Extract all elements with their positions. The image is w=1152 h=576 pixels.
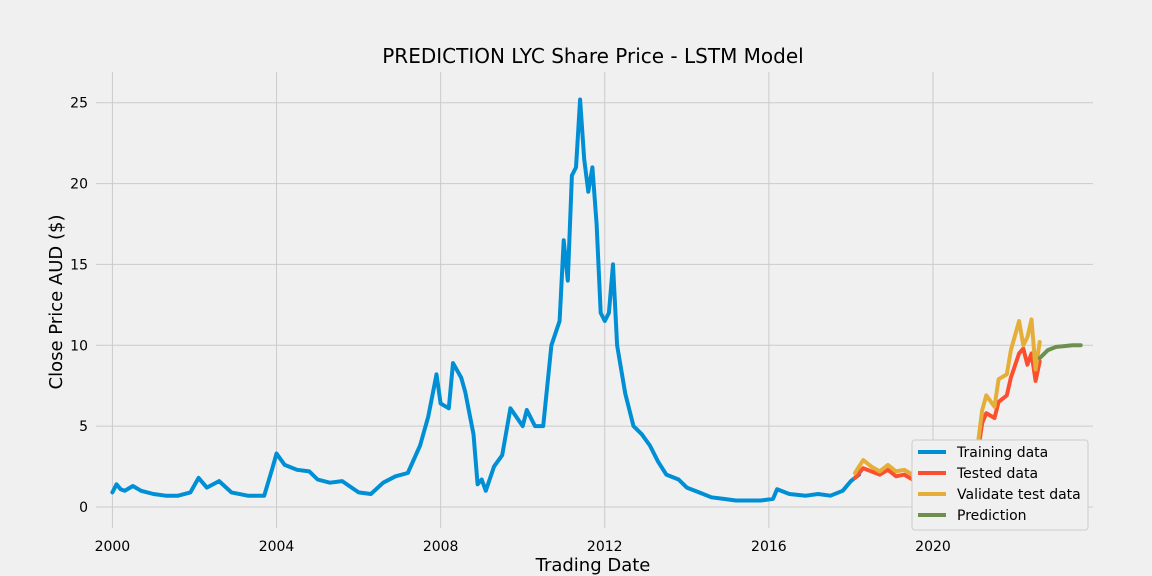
y-tick-label: 0 (79, 500, 88, 516)
chart-title: PREDICTION LYC Share Price - LSTM Model (382, 44, 803, 68)
y-tick-label: 15 (70, 257, 88, 273)
x-tick-label: 2000 (95, 539, 131, 555)
x-tick-label: 2004 (259, 539, 295, 555)
x-tick-label: 2020 (915, 539, 951, 555)
legend-label-tested-data: Tested data (956, 466, 1038, 482)
x-axis-label: Trading Date (535, 555, 651, 576)
y-tick-label: 5 (79, 419, 88, 435)
x-tick-labels: 2000 2004 2008 2012 2016 2020 (95, 539, 951, 555)
x-tick-label: 2016 (751, 539, 787, 555)
legend-label-prediction: Prediction (957, 508, 1027, 524)
legend: Training data Tested data Validate test da… (911, 439, 1089, 531)
x-tick-label: 2008 (423, 539, 459, 555)
y-tick-label: 10 (70, 338, 88, 354)
x-tick-label: 2012 (587, 539, 623, 555)
legend-items: Training data Tested data Validate test da… (918, 445, 1081, 524)
legend-label-validate-test-data: Validate test data (957, 487, 1081, 503)
y-gridlines (96, 102, 1093, 508)
series-line-prediction (1037, 343, 1083, 361)
legend-label-training-data: Training data (956, 445, 1048, 461)
y-tick-labels: 0 5 10 15 20 25 (70, 96, 88, 516)
y-tick-label: 25 (70, 96, 88, 112)
series-line-training-data (110, 97, 862, 503)
y-tick-label: 20 (70, 177, 88, 193)
y-axis-label: Close Price AUD ($) (46, 215, 67, 390)
legend-box (911, 439, 1089, 531)
